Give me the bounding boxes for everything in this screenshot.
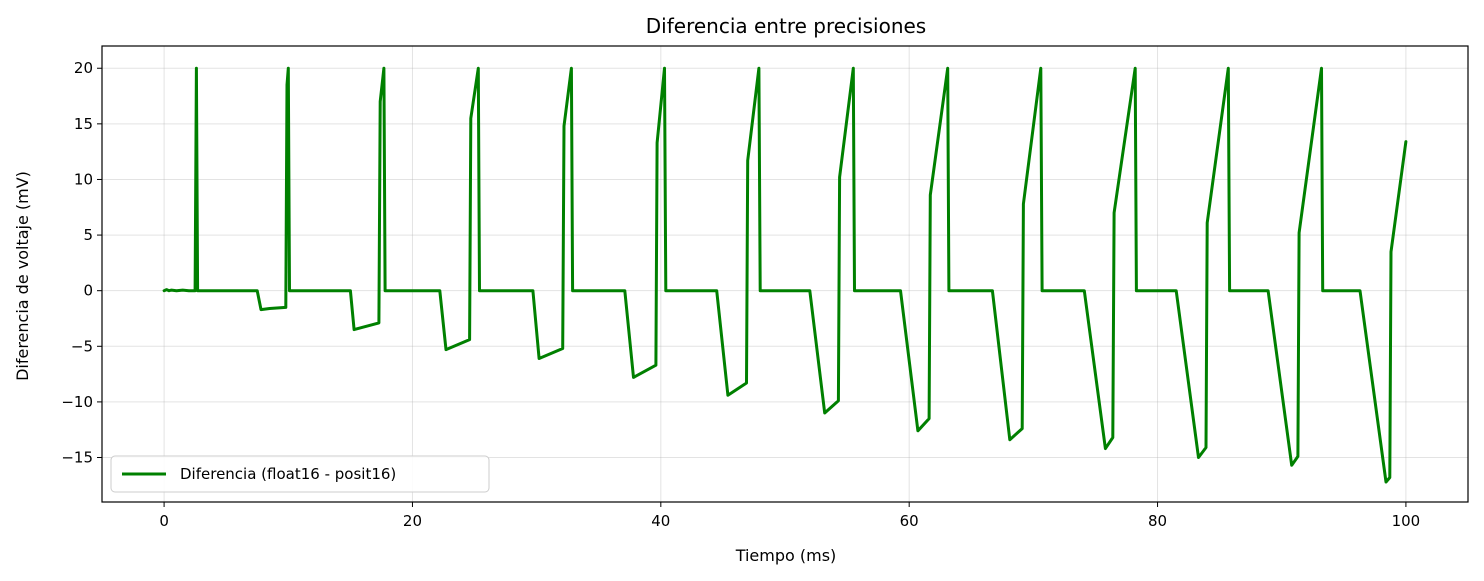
x-tick-label: 60: [900, 512, 919, 530]
y-tick-label: −5: [71, 337, 93, 355]
chart-title: Diferencia entre precisiones: [646, 14, 926, 38]
plot-frame: [101, 45, 1469, 503]
legend-box: [110, 455, 490, 493]
y-tick-label: −10: [61, 393, 93, 411]
x-axis-label: Tiempo (ms): [735, 546, 837, 565]
y-tick-label: 0: [83, 282, 93, 300]
legend-label: Diferencia (float16 - posit16): [180, 465, 396, 483]
series-layer: [162, 66, 1408, 484]
y-tick-label: 15: [74, 115, 93, 133]
x-tick-label: 20: [403, 512, 422, 530]
y-axis-label: Diferencia de voltaje (mV): [13, 171, 32, 381]
y-tick-label: 20: [74, 59, 93, 77]
x-tick-label: 80: [1148, 512, 1167, 530]
y-tick-label: 10: [74, 170, 93, 188]
x-tick-label: 0: [159, 512, 169, 530]
axis-ticks: 0 20 40 60 80 100 −15 −10 −5 0 5 10 15 20: [61, 59, 1420, 530]
x-tick-label: 40: [651, 512, 670, 530]
y-tick-label: −15: [61, 449, 93, 467]
x-tick-label: 100: [1392, 512, 1421, 530]
y-tick-label: 5: [83, 226, 93, 244]
series-line: [162, 66, 1408, 484]
legend: Diferencia (float16 - posit16): [110, 455, 490, 493]
